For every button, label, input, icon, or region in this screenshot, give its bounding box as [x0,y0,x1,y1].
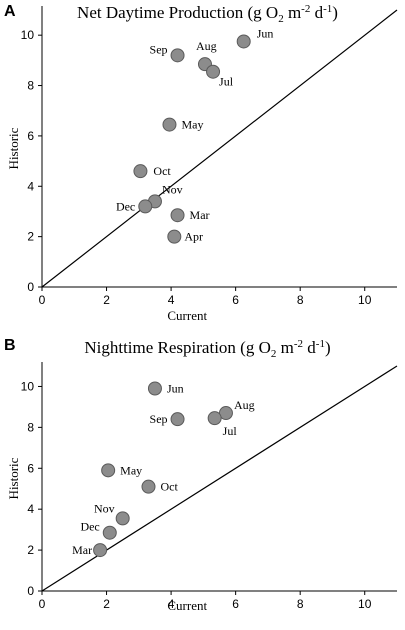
panel-letter: B [4,337,16,354]
data-point-jun [147,381,162,396]
y-tick-label: 10 [21,28,35,42]
x-tick-label: 6 [232,293,239,307]
x-tick-label: 10 [358,597,372,611]
x-tick-label: 8 [297,293,304,307]
point-label-dec: Dec [116,199,135,213]
y-tick-label: 10 [21,379,35,393]
data-point-mar [93,543,108,558]
data-point-sep [170,48,185,63]
point-label-nov: Nov [162,182,183,196]
y-tick-label: 6 [27,129,34,143]
point-label-oct: Oct [161,480,179,494]
data-point-nov [115,511,130,526]
x-tick-label: 2 [103,597,110,611]
chart-panel-a: A Net Daytime Production (g O2 m-2 d-1) 0 2… [4,3,398,323]
x-tick-label: 10 [358,293,372,307]
chart-title: Net Daytime Production (g O2 m-2 d-1) [77,3,338,25]
data-point-jul [206,64,221,79]
data-point-jul [207,411,222,426]
data-point-may [162,117,177,132]
x-axis-title: Current [167,308,207,323]
y-tick-label: 2 [27,543,34,557]
data-point-mar [170,208,185,223]
point-label-sep: Sep [150,42,168,56]
x-tick-label: 0 [39,293,46,307]
data-point-apr [167,229,182,244]
point-label-jun: Jun [257,26,274,40]
y-axis-title: Historic [6,127,21,169]
y-tick-label: 2 [27,230,34,244]
data-point-aug [218,406,233,421]
x-tick-label: 8 [297,597,304,611]
point-label-may: May [181,118,203,132]
x-axis-title: Current [167,598,207,613]
y-tick-label: 4 [27,179,34,193]
point-label-dec: Dec [80,520,99,534]
one-to-one-line [41,9,398,288]
x-tick-label: 6 [232,597,239,611]
x-tick-label: 4 [168,293,175,307]
data-point-oct [133,164,148,179]
panel-letter: A [4,3,16,20]
chart-panel-b: B Nighttime Respiration (g O2 m-2 d-1) 0 2 4… [4,337,398,613]
x-tick-label: 4 [168,597,175,611]
point-label-mar: Mar [190,208,210,222]
data-point-may [101,463,116,478]
y-tick-label: 4 [27,502,34,516]
chart-title: Nighttime Respiration (g O2 m-2 d-1) [84,338,330,360]
point-label-apr: Apr [184,230,203,244]
point-label-jul: Jul [223,424,238,438]
x-tick-label: 2 [103,293,110,307]
point-label-may: May [120,463,142,477]
y-tick-label: 8 [27,420,34,434]
data-point-dec [102,525,117,540]
point-label-oct: Oct [153,164,171,178]
point-label-sep: Sep [150,412,168,426]
point-label-nov: Nov [94,501,115,515]
point-label-aug: Aug [234,398,255,412]
y-tick-label: 8 [27,79,34,93]
data-point-jun [236,34,251,49]
point-label-jun: Jun [167,382,184,396]
point-label-mar: Mar [72,543,92,557]
y-axis-title: Historic [6,457,21,499]
y-tick-label: 6 [27,461,34,475]
data-point-dec [138,199,153,214]
one-to-one-line [41,365,398,592]
point-label-aug: Aug [196,39,217,53]
point-label-jul: Jul [219,75,234,89]
y-tick-label: 0 [27,280,34,294]
data-point-sep [170,412,185,427]
data-point-oct [141,479,156,494]
y-tick-label: 0 [27,584,34,598]
x-tick-label: 0 [39,597,46,611]
